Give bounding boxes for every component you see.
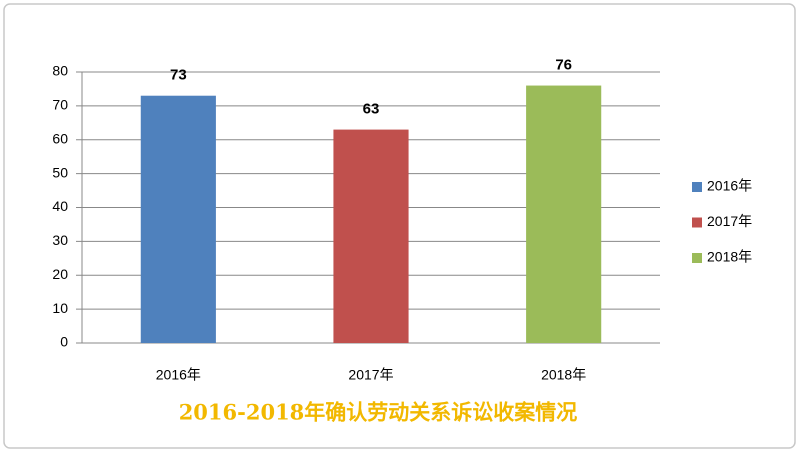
- legend-swatch: [692, 217, 702, 228]
- y-tick-label: 40: [52, 198, 68, 214]
- x-tick-label: 2017年: [348, 367, 393, 383]
- x-tick-label: 2018年: [541, 367, 586, 383]
- y-tick-label: 0: [60, 334, 68, 350]
- data-label: 73: [170, 67, 187, 84]
- bar: [526, 85, 602, 344]
- bar: [140, 95, 216, 344]
- legend-swatch: [692, 182, 702, 192]
- y-tick-label: 10: [52, 300, 68, 316]
- legend-label: 2017年: [707, 213, 752, 229]
- legend-label: 2016年: [707, 178, 752, 194]
- y-tick-label: 80: [52, 63, 68, 79]
- y-tick-label: 60: [52, 130, 68, 146]
- y-tick-label: 20: [52, 266, 68, 282]
- chart-title: 2016-2018年确认劳动关系诉讼收案情况: [179, 400, 578, 425]
- legend-label: 2018年: [707, 249, 752, 265]
- y-tick-label: 70: [52, 97, 68, 113]
- x-tick-label: 2016年: [156, 367, 201, 383]
- legend-swatch: [692, 253, 702, 263]
- y-tick-label: 50: [52, 164, 68, 180]
- bar: [333, 129, 409, 343]
- y-tick-label: 30: [52, 232, 68, 248]
- data-label: 76: [555, 57, 572, 74]
- data-label: 63: [363, 101, 380, 118]
